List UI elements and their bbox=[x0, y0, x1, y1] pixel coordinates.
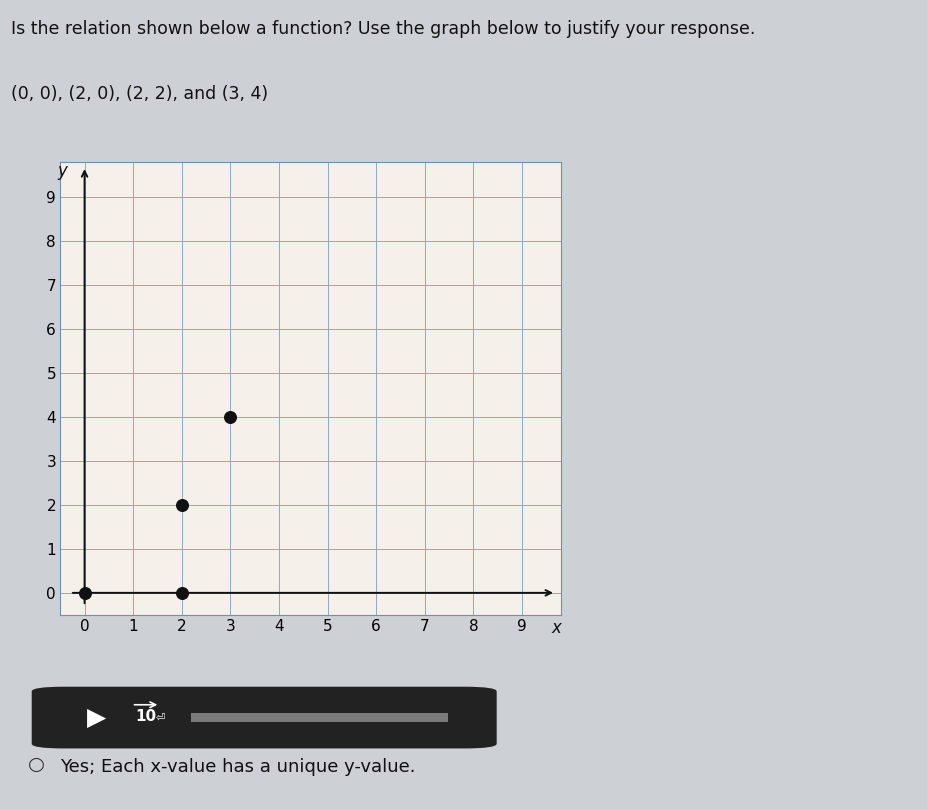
Bar bbox=[191, 713, 448, 722]
Text: y: y bbox=[57, 162, 68, 180]
Text: 10: 10 bbox=[135, 709, 157, 724]
Point bbox=[174, 587, 189, 599]
Point bbox=[174, 498, 189, 511]
Text: x: x bbox=[552, 619, 561, 637]
Point bbox=[222, 410, 237, 423]
Point bbox=[77, 587, 92, 599]
FancyBboxPatch shape bbox=[32, 687, 497, 748]
Text: ▶: ▶ bbox=[87, 705, 107, 730]
Text: (0, 0), (2, 0), (2, 2), and (3, 4): (0, 0), (2, 0), (2, 2), and (3, 4) bbox=[11, 85, 268, 103]
Text: Yes; Each x-value has a unique y-value.: Yes; Each x-value has a unique y-value. bbox=[60, 758, 415, 776]
Text: ○: ○ bbox=[28, 755, 44, 774]
Text: ⏎: ⏎ bbox=[156, 713, 166, 722]
Text: Is the relation shown below a function? Use the graph below to justify your resp: Is the relation shown below a function? … bbox=[11, 20, 756, 38]
